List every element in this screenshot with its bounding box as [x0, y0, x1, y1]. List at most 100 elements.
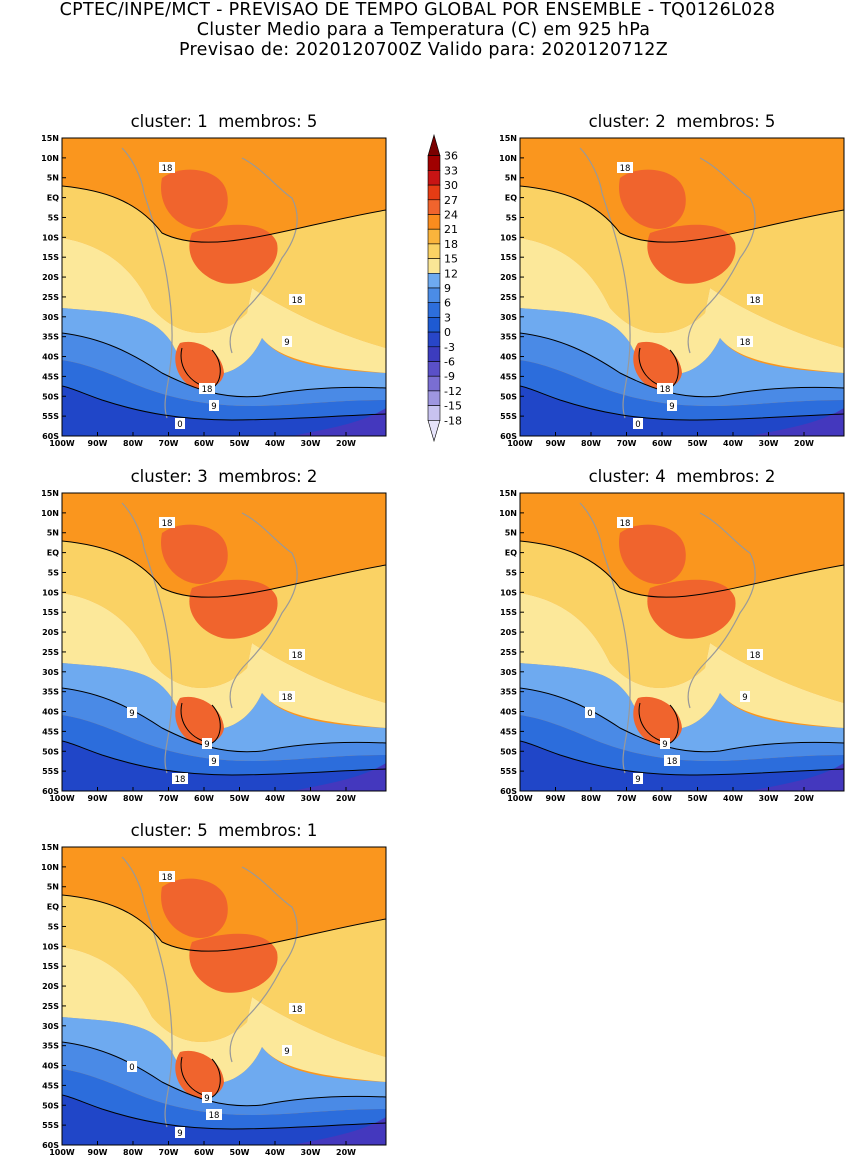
svg-text:18: 18 [209, 1111, 220, 1121]
warm-core-0 [619, 524, 686, 584]
contour-label: 18 [159, 517, 175, 529]
svg-text:18: 18 [292, 651, 303, 661]
contour-label: 18 [617, 517, 633, 529]
lon-tick-label: 60W [652, 439, 672, 448]
lat-tick-label: 15N [499, 489, 517, 498]
temperature-band-c9 [520, 308, 844, 397]
contour-label: 18 [159, 871, 175, 883]
temperature-band-c3 [62, 1069, 386, 1129]
temperature-band-c6 [520, 333, 844, 406]
coastline [579, 147, 756, 419]
map-panel-cluster-1: 18 18 9 18 9 0 15N 10N 5N EQ 5S 10S 15S 20S 25S 30S 35S 4… [41, 134, 387, 448]
lon-tick-label: 60W [194, 794, 214, 803]
warm-core-0 [619, 169, 686, 229]
svg-text:0: 0 [129, 1063, 134, 1073]
colorbar-label: 30 [444, 179, 458, 192]
contour-label: 9 [209, 755, 219, 767]
temperature-band-c3 [520, 715, 844, 775]
svg-text:18: 18 [162, 164, 173, 174]
lon-tick-label: 60W [652, 794, 672, 803]
contour-label: 9 [282, 1045, 292, 1057]
colorbar-swatch [427, 302, 441, 318]
map-plot-4: 181899189015N10N5NEQ5S10S15S20S25S30S35S… [499, 489, 845, 803]
temperature-band-c0 [62, 386, 386, 436]
lat-tick-label: 50S [500, 747, 517, 756]
colorbar-swatch [427, 258, 441, 274]
svg-text:18: 18 [292, 296, 303, 306]
temperature-band-c3 [520, 360, 844, 420]
lon-tick-label: 80W [581, 439, 601, 448]
lon-tick-label: 30W [759, 794, 779, 803]
lon-tick-label: 90W [88, 794, 108, 803]
lat-tick-label: 55S [42, 1121, 59, 1130]
lat-tick-label: 25S [42, 293, 59, 302]
colorbar-swatch [427, 243, 441, 259]
coastline [121, 856, 298, 1128]
lat-tick-label: 15S [42, 962, 59, 971]
temperature-band-cm3 [292, 1117, 386, 1145]
contour-label: 18 [199, 383, 215, 395]
svg-text:18: 18 [292, 1005, 303, 1015]
lat-tick-label: 35S [42, 1042, 59, 1051]
lat-tick-label: 50S [500, 392, 517, 401]
lon-tick-label: 90W [546, 794, 566, 803]
lat-tick-label: 10S [500, 588, 517, 597]
lat-tick-label: 50S [42, 1101, 59, 1110]
lon-tick-label: 90W [546, 439, 566, 448]
warm-core-2 [175, 341, 224, 390]
lon-tick-label: 90W [88, 1148, 108, 1157]
warm-core-1 [189, 933, 278, 993]
lat-tick-label: 5S [48, 922, 60, 931]
svg-text:9: 9 [211, 757, 216, 767]
colorbar-label: 12 [444, 267, 458, 280]
warm-core-2 [175, 1050, 224, 1099]
colorbar-swatch [427, 375, 441, 392]
temperature-band-c0 [62, 741, 386, 791]
contour-label: 18 [172, 773, 188, 785]
contour-label: 18 [747, 294, 763, 306]
temperature-band-cm3 [750, 408, 844, 436]
svg-text:9: 9 [284, 1047, 289, 1057]
lat-tick-label: EQ [47, 903, 59, 912]
colorbar-label: -15 [444, 400, 462, 413]
figure-title-line3: Previsao de: 2020120700Z Valido para: 20… [178, 40, 669, 60]
colorbar-swatch [427, 420, 441, 443]
colorbar-swatch [427, 184, 441, 201]
lat-tick-label: 10N [499, 509, 517, 518]
lon-tick-label: 50W [230, 794, 250, 803]
lat-tick-label: 10S [500, 233, 517, 242]
temperature-band-c0 [520, 741, 844, 791]
lon-tick-label: 60W [194, 1148, 214, 1157]
contour-label: 9 [209, 400, 219, 412]
lat-tick-label: 20S [500, 273, 517, 282]
lon-tick-label: 30W [759, 439, 779, 448]
contour-label: 18 [159, 162, 175, 174]
warm-core-1 [189, 224, 278, 284]
contour-label: 0 [127, 1061, 137, 1073]
lat-tick-label: 45S [42, 727, 59, 736]
temperature-band-c12 [62, 947, 386, 1084]
lat-tick-label: 15N [41, 843, 59, 852]
colorbar-label: 9 [444, 282, 451, 295]
colorbar-label: 33 [444, 164, 458, 177]
contour-label: 9 [175, 1127, 185, 1139]
warm-core-2 [175, 696, 224, 745]
contour-line-1 [62, 1041, 386, 1107]
contour-label: 18 [289, 649, 305, 661]
contour-label: 18 [747, 649, 763, 661]
warm-core-1 [647, 224, 736, 284]
lon-tick-label: 100W [507, 794, 533, 803]
lat-tick-label: 35S [500, 688, 517, 697]
colorbar-label: 36 [444, 150, 458, 163]
lon-tick-label: 20W [336, 794, 356, 803]
contour-line-2 [520, 385, 844, 421]
lon-tick-label: 90W [88, 439, 108, 448]
svg-text:9: 9 [669, 402, 674, 412]
temperature-band-c9 [520, 663, 844, 752]
lat-tick-label: 55S [500, 767, 517, 776]
contour-line-0 [62, 540, 386, 598]
warm-core-1 [189, 579, 278, 639]
colorbar-label: 24 [444, 209, 458, 222]
colorbar-swatch [427, 228, 441, 245]
